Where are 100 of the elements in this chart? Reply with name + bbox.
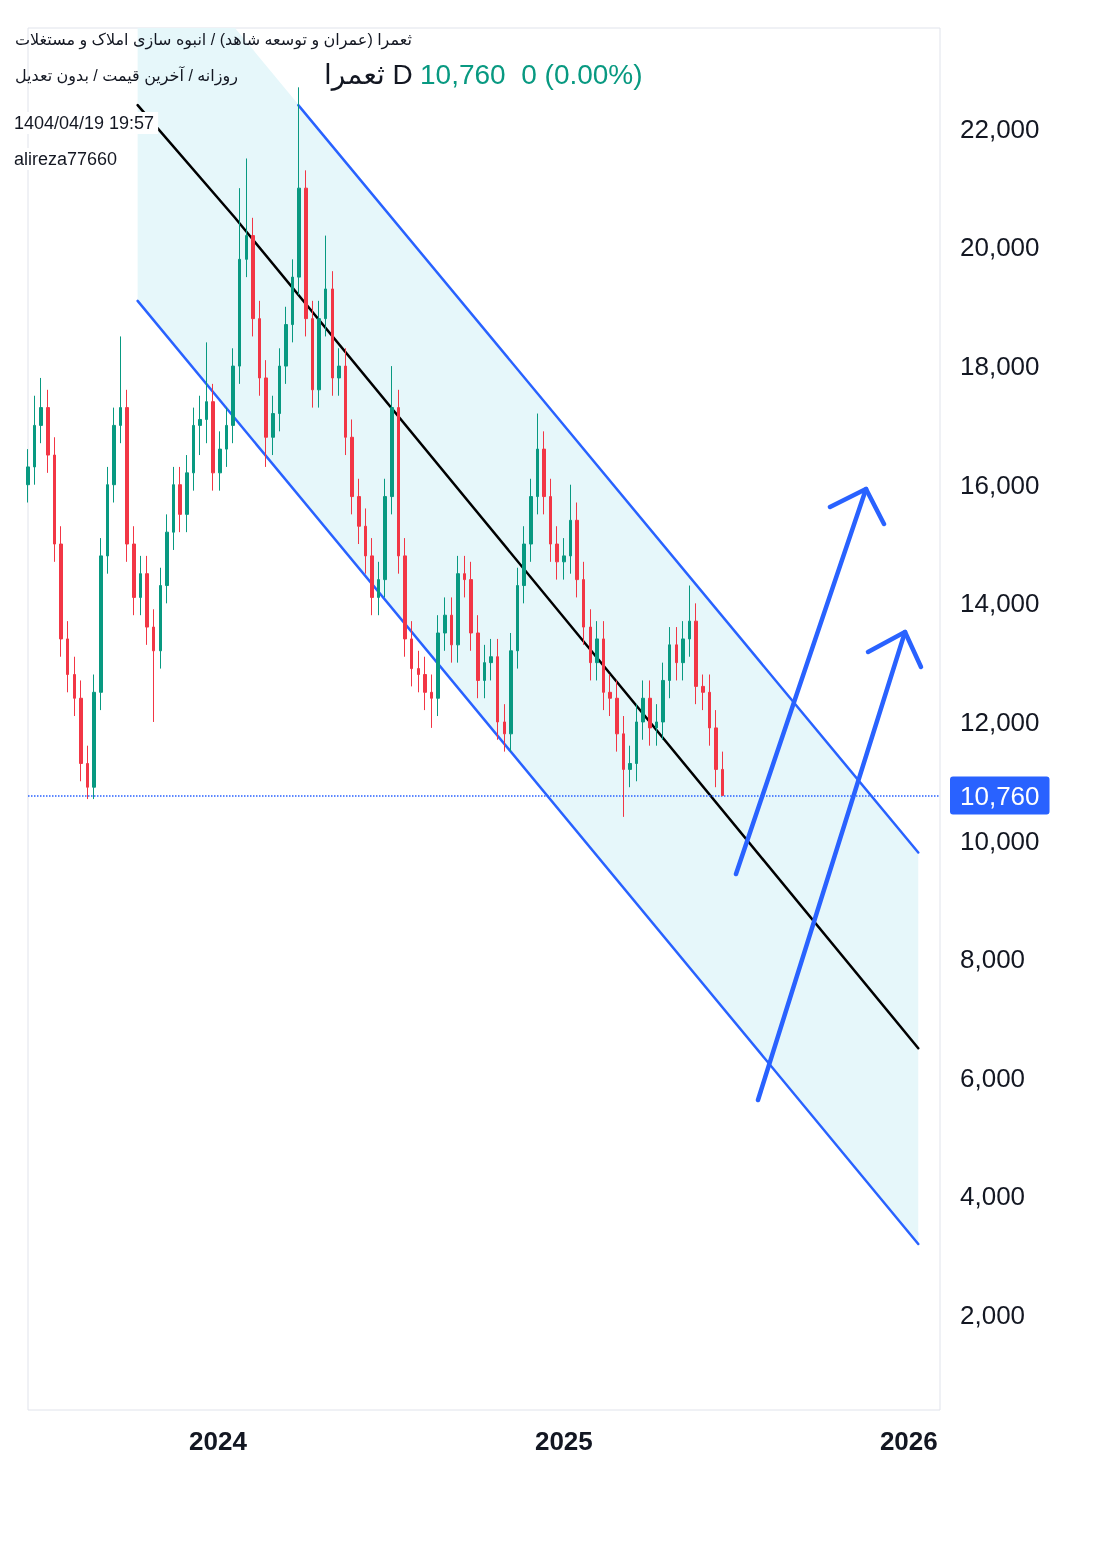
- candlestick: [99, 537, 103, 711]
- y-tick-label: 14,000: [960, 588, 1040, 619]
- candlestick: [238, 187, 241, 385]
- candlestick: [503, 703, 506, 753]
- candlestick: [304, 169, 308, 337]
- candlestick: [476, 614, 480, 699]
- candlestick: [701, 674, 705, 711]
- candlestick: [509, 632, 513, 753]
- candlestick: [423, 656, 427, 711]
- y-tick-label: 6,000: [960, 1062, 1026, 1093]
- candlestick: [708, 674, 711, 747]
- y-tick-label: 22,000: [960, 113, 1040, 144]
- candlestick: [132, 525, 136, 616]
- candlestick: [542, 430, 546, 515]
- candlestick: [569, 484, 572, 575]
- candlestick: [575, 502, 579, 598]
- candlestick: [66, 620, 69, 693]
- candlestick: [145, 555, 149, 646]
- candlestick: [264, 359, 268, 468]
- y-tick-label: 12,000: [960, 706, 1040, 737]
- candlestick: [450, 596, 453, 664]
- candlestick: [608, 674, 612, 717]
- candlestick: [278, 347, 281, 432]
- candlestick: [165, 513, 169, 604]
- candlestick: [589, 608, 592, 681]
- candlestick: [622, 715, 625, 818]
- candlestick: [383, 478, 387, 598]
- candlestick: [469, 561, 473, 652]
- candlestick: [390, 365, 394, 515]
- candlestick: [688, 585, 691, 658]
- candlestick: [410, 620, 413, 687]
- x-tick-label: 2026: [879, 1426, 938, 1456]
- chart-title: ثعمرا (عمران و توسعه شاهد) / انبوه سازی املاک و مستغلات: [15, 30, 412, 50]
- candlestick: [641, 679, 645, 741]
- candlestick: [125, 389, 129, 563]
- candlestick: [317, 300, 321, 409]
- ref-line-label: 10,760: [960, 780, 1040, 811]
- candlestick: [443, 596, 447, 652]
- candlestick: [668, 626, 671, 699]
- candlestick: [615, 679, 619, 753]
- candlestick: [675, 626, 678, 681]
- candlestick: [436, 614, 440, 717]
- y-tick-label: 10,000: [960, 825, 1040, 856]
- candlestick: [271, 395, 275, 456]
- candlestick: [26, 448, 30, 504]
- candlestick: [225, 407, 228, 468]
- candlestick: [430, 674, 433, 729]
- x-tick-label: 2024: [189, 1426, 248, 1456]
- text: روزانه / آخرین قیمت / بدون تعدیل: [15, 65, 238, 86]
- candlestick: [522, 525, 526, 604]
- candlestick: [211, 383, 215, 492]
- candlestick: [79, 679, 83, 782]
- candlestick: [377, 561, 380, 616]
- y-tick-label: 16,000: [960, 469, 1040, 500]
- candlestick: [350, 418, 354, 515]
- x-tick-label: 2025: [534, 1426, 593, 1456]
- candlestick: [245, 157, 248, 278]
- candlestick: [33, 395, 36, 486]
- candlestick: [92, 674, 96, 800]
- candlestick: [205, 341, 208, 444]
- candlestick: [324, 235, 327, 337]
- candlestick: [357, 478, 361, 545]
- candlestick: [53, 436, 56, 563]
- candlestick: [112, 407, 116, 504]
- candlestick: [284, 306, 288, 385]
- candlestick: [463, 555, 466, 598]
- candlestick: [337, 347, 341, 397]
- candlestick: [344, 347, 347, 456]
- candlestick: [635, 703, 638, 782]
- candlestick: [192, 407, 195, 492]
- candlestick: [628, 745, 632, 788]
- candlestick: [185, 454, 189, 533]
- candlestick: [549, 478, 552, 563]
- candlestick: [721, 751, 724, 797]
- candlestick: [291, 258, 294, 343]
- y-tick-label: 8,000: [960, 944, 1026, 975]
- candlestick: [119, 335, 122, 444]
- y-tick-label: 4,000: [960, 1181, 1026, 1212]
- candlestick: [456, 555, 460, 664]
- candlestick: [86, 745, 89, 800]
- candlestick: [397, 389, 400, 575]
- candlestick: [331, 270, 334, 397]
- candlestick: [661, 662, 665, 741]
- candlestick: [681, 620, 685, 681]
- candlestick: [73, 656, 76, 717]
- annotation: 1404/04/19 19:57: [14, 113, 155, 133]
- candlestick: [555, 525, 559, 581]
- candlestick: [483, 644, 486, 699]
- y-tick-label: 18,000: [960, 351, 1040, 382]
- candlestick: [297, 86, 301, 296]
- candlestick: [655, 703, 658, 747]
- candlestick: [536, 413, 539, 515]
- candlestick: [231, 347, 235, 444]
- candlestick: [529, 478, 533, 563]
- annotation: 10,760 0 (0.00%): [420, 58, 643, 90]
- candlestick: [218, 430, 222, 492]
- candlestick: [258, 300, 261, 397]
- candlestick: [595, 620, 599, 681]
- candlestick: [364, 507, 367, 575]
- candlestick: [172, 466, 175, 551]
